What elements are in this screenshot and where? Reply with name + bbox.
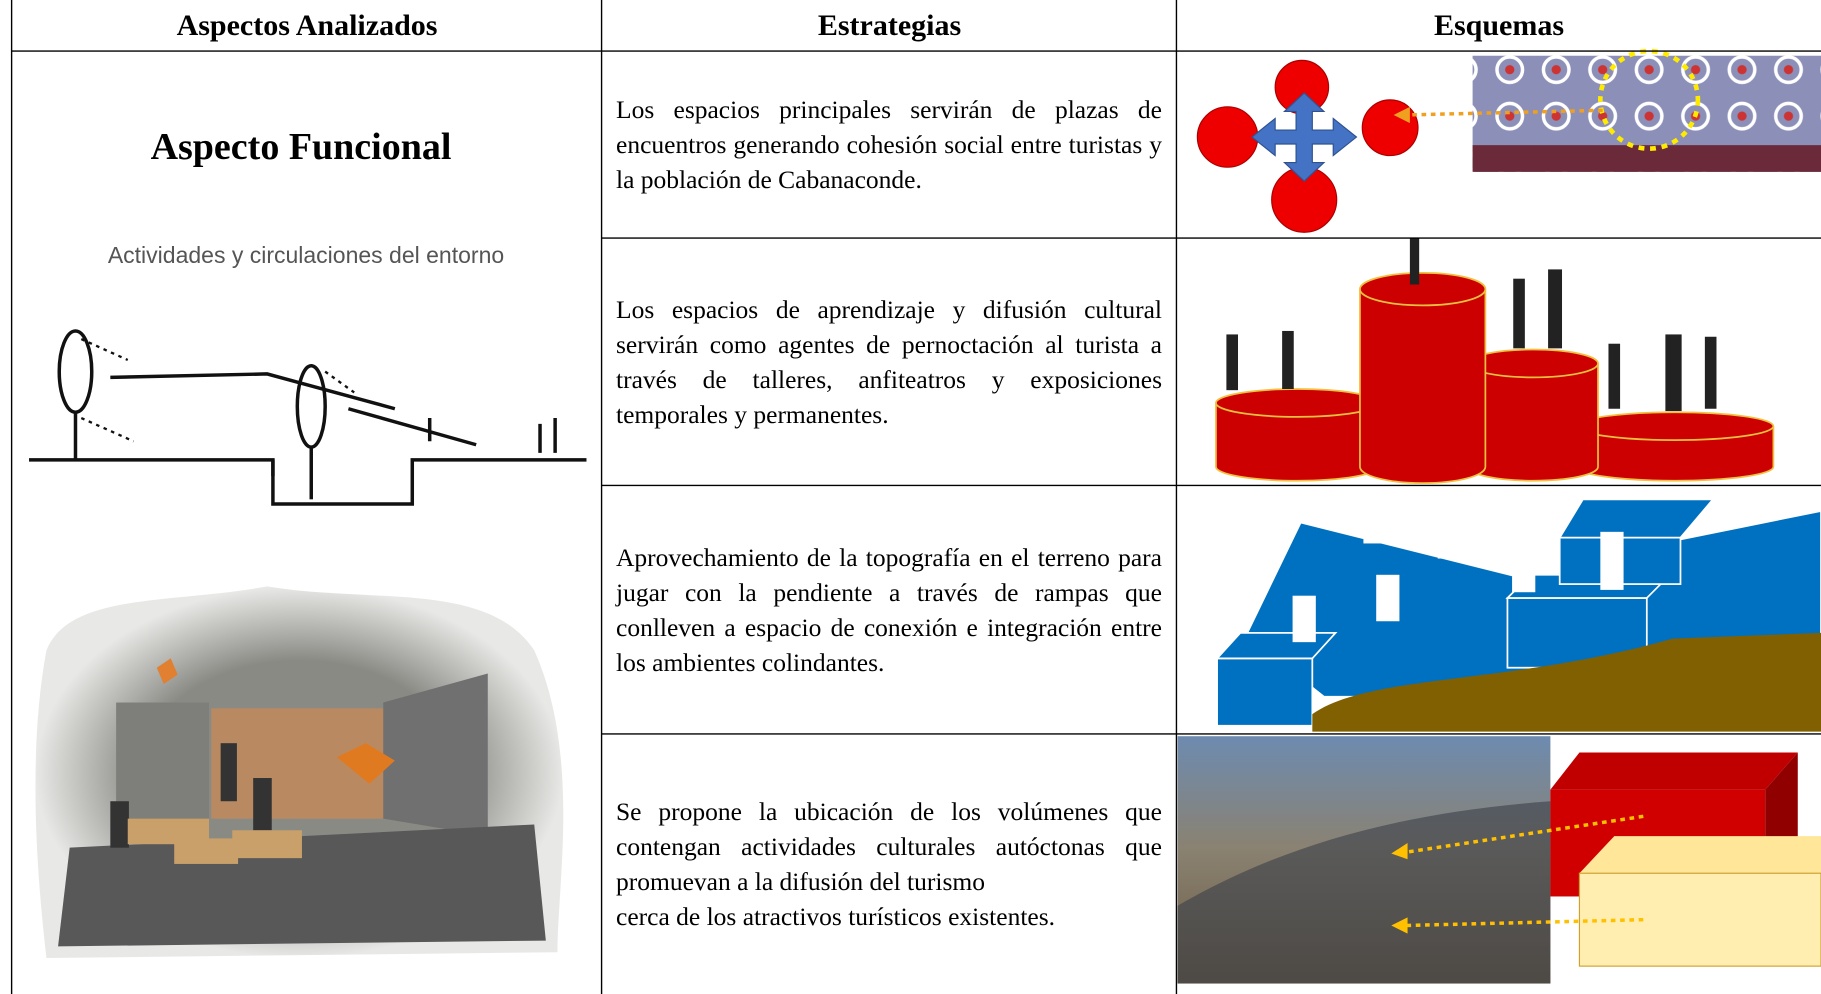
aspect-subtitle: Actividades y circulaciones del entorno — [107, 242, 505, 268]
strategy-text: Aprovechamiento de la topografía en el t… — [616, 542, 1162, 677]
strategy-cell: Los espacios de aprendizaje y difusión c… — [616, 238, 1162, 485]
strategy-cell: Se propone la ubicación de los volúmenes… — [616, 734, 1162, 994]
table-grid — [10, 0, 1821, 994]
strategy-text: cerca de los atractivos turísticos exist… — [616, 902, 1056, 931]
aspect-title: Aspecto Funcional — [150, 126, 452, 168]
column-header: Esquemas — [1433, 8, 1565, 42]
scheme-volumes — [1177, 736, 1821, 984]
scheme-terraces — [1215, 491, 1821, 732]
render-image — [35, 586, 564, 959]
section-sketch — [29, 329, 587, 506]
scheme-cylinders — [1215, 238, 1775, 484]
strategy-text: Los espacios de aprendizaje y difusión c… — [616, 294, 1162, 429]
strategy-text: Se propone la ubicación de los volúmenes… — [616, 797, 1162, 896]
column-header: Estrategias — [817, 8, 962, 42]
strategy-text: Los espacios principales servirán de pla… — [616, 95, 1162, 194]
strategy-cell: Aprovechamiento de la topografía en el t… — [616, 485, 1162, 734]
scheme-plazas — [1196, 48, 1821, 233]
strategy-cell: Los espacios principales servirán de pla… — [616, 51, 1162, 238]
column-header: Aspectos Analizados — [176, 8, 438, 42]
